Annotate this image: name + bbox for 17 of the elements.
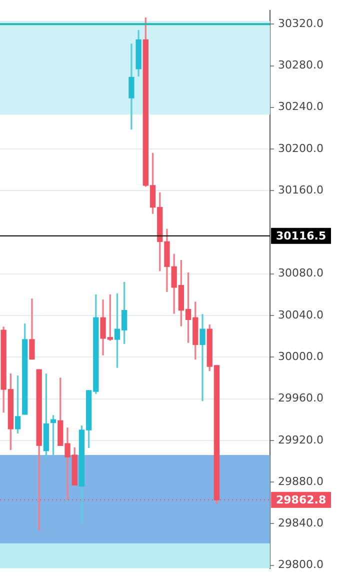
y-tick-label: 30040.0	[278, 308, 324, 322]
y-tick-label: 30000.0	[278, 350, 324, 364]
y-tick-label: 29920.0	[278, 433, 324, 446]
y-tick-label: 30240.0	[278, 100, 324, 114]
ref-line-label: 29862.8	[276, 493, 326, 506]
candlestick	[200, 314, 206, 402]
candlestick	[128, 44, 134, 130]
y-tick-label: 29960.0	[278, 392, 324, 405]
y-tick-label: 30280.0	[278, 58, 324, 72]
y-tick-label: 29800.0	[278, 558, 324, 572]
y-tick-label: 30080.0	[278, 266, 324, 280]
ref-line-label: 30116.5	[276, 229, 326, 242]
y-tick-label: 29840.0	[278, 516, 324, 530]
y-tick-label: 30320.0	[278, 16, 324, 30]
y-tick-label: 30160.0	[278, 183, 324, 196]
y-tick-label: 29880.0	[278, 474, 324, 488]
y-tick-label: 30200.0	[278, 142, 324, 155]
